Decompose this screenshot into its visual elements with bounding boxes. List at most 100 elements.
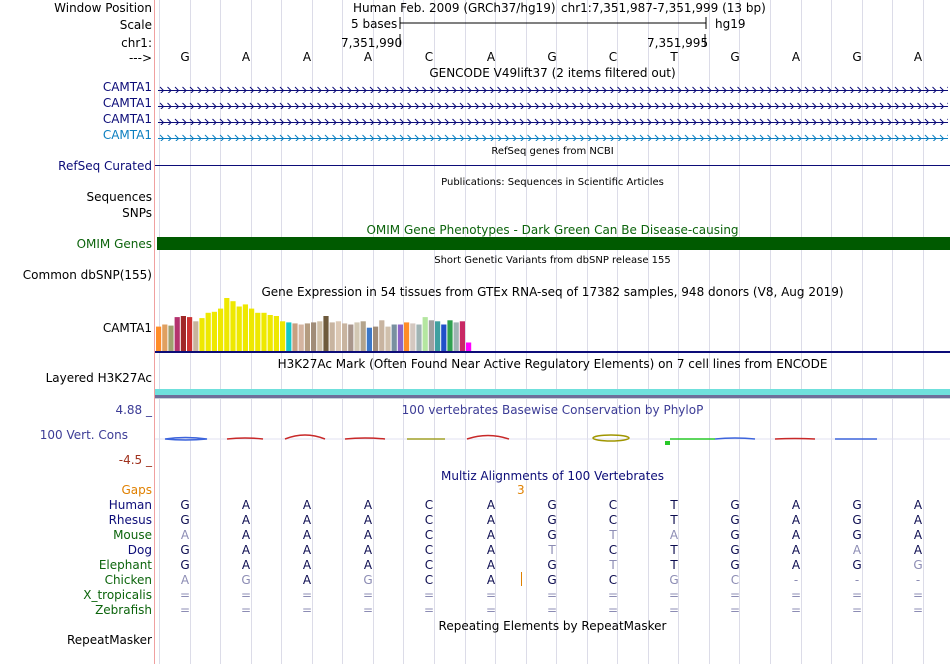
gene-model-line[interactable] <box>158 100 948 109</box>
publications-label[interactable]: Sequences <box>86 190 152 204</box>
gtex-tissue-bar[interactable] <box>168 325 174 351</box>
gtex-tissue-bar[interactable] <box>373 326 379 351</box>
gtex-tissue-bar[interactable] <box>379 320 385 351</box>
gtex-tissue-bar[interactable] <box>422 317 428 351</box>
alignment-base: = <box>240 603 252 617</box>
gtex-tissue-bar[interactable] <box>298 324 304 352</box>
gencode-track-label[interactable]: CAMTA1 <box>102 112 152 126</box>
h3k27ac-label[interactable]: Layered H3K27Ac <box>45 371 152 385</box>
gtex-tissue-bar[interactable] <box>354 322 360 351</box>
gtex-tissue-bar[interactable] <box>230 301 236 351</box>
gtex-tissue-bar[interactable] <box>459 321 465 351</box>
gtex-tissue-bar[interactable] <box>180 316 186 351</box>
gtex-tissue-bar[interactable] <box>205 312 211 351</box>
gtex-tissue-bar[interactable] <box>218 308 224 351</box>
gtex-tissue-bar[interactable] <box>199 318 205 351</box>
gtex-tissue-bar[interactable] <box>453 322 459 351</box>
gtex-tissue-bar[interactable] <box>317 321 323 351</box>
gtex-tissue-bar[interactable] <box>323 316 329 351</box>
gtex-tissue-bar[interactable] <box>391 324 397 352</box>
gtex-tissue-bar[interactable] <box>366 327 372 351</box>
gtex-tissue-bar[interactable] <box>435 321 441 351</box>
species-label[interactable]: Human <box>108 498 152 512</box>
gtex-tissue-bar[interactable] <box>335 321 341 351</box>
gtex-tissue-bar[interactable] <box>416 324 422 352</box>
species-label[interactable]: Mouse <box>113 528 152 542</box>
alignment-base: C <box>730 573 740 587</box>
dbsnp-label[interactable]: Common dbSNP(155) <box>22 268 152 282</box>
gtex-tissue-bar[interactable] <box>441 324 447 352</box>
h3k27ac-signal[interactable] <box>155 389 950 395</box>
gene-model-line[interactable] <box>158 132 948 141</box>
species-label[interactable]: Chicken <box>104 573 152 587</box>
gtex-tissue-bar[interactable] <box>410 323 416 351</box>
refseq-label[interactable]: RefSeq Curated <box>58 159 152 173</box>
gtex-tissue-bar[interactable] <box>156 326 162 351</box>
repeatmasker-label[interactable]: RepeatMasker <box>66 633 152 647</box>
gtex-tissue-bar[interactable] <box>348 324 354 352</box>
species-label[interactable]: Rhesus <box>108 513 152 527</box>
gtex-tissue-bar[interactable] <box>447 320 453 351</box>
gtex-tissue-bar[interactable] <box>342 323 348 351</box>
track-separator <box>155 398 950 399</box>
gtex-tissue-bar[interactable] <box>428 320 434 351</box>
alignment-base: = <box>607 588 619 602</box>
gtex-tissue-bar[interactable] <box>280 321 286 351</box>
chrom-label: chr1: <box>121 36 152 50</box>
alignment-base: = <box>790 603 802 617</box>
h3k27ac-title: H3K27Ac Mark (Often Found Near Active Re… <box>277 357 828 371</box>
snps-label[interactable]: SNPs <box>122 206 152 220</box>
alignment-base: T <box>609 558 617 572</box>
gtex-tissue-bar[interactable] <box>249 308 255 351</box>
gtex-tissue-bar[interactable] <box>261 312 267 351</box>
gtex-tissue-bar[interactable] <box>404 322 410 351</box>
omim-bar[interactable] <box>157 237 950 250</box>
gtex-tissue-bar[interactable] <box>273 316 279 351</box>
gtex-tissue-bar[interactable] <box>193 321 199 351</box>
gencode-track-label[interactable]: CAMTA1 <box>102 80 152 94</box>
gtex-tissue-bar[interactable] <box>224 298 230 351</box>
gtex-tissue-bar[interactable] <box>242 304 248 351</box>
omim-title: OMIM Gene Phenotypes - Dark Green Can Be… <box>366 223 739 237</box>
phylop-wiggle[interactable] <box>155 428 950 450</box>
species-label[interactable]: Elephant <box>98 558 152 572</box>
sequence-base: A <box>791 50 801 64</box>
gene-model-line[interactable] <box>158 84 948 93</box>
alignment-base: C <box>608 573 618 587</box>
gtex-tissue-bar[interactable] <box>311 322 317 351</box>
alignment-base: A <box>180 573 190 587</box>
gtex-tissue-bar[interactable] <box>162 324 168 352</box>
gtex-tissue-bar[interactable] <box>292 323 298 351</box>
gtex-tissue-bar[interactable] <box>236 306 242 352</box>
species-label[interactable]: Dog <box>127 543 152 557</box>
grid-line <box>465 0 466 664</box>
gtex-tissue-bar[interactable] <box>329 322 335 351</box>
gtex-tissue-bar[interactable] <box>255 312 261 351</box>
gencode-track-label[interactable]: CAMTA1 <box>102 96 152 110</box>
gtex-bar-chart[interactable] <box>155 298 950 354</box>
gtex-tissue-bar[interactable] <box>385 326 391 351</box>
species-label[interactable]: X_tropicalis <box>83 588 152 602</box>
gtex-tissue-bar[interactable] <box>286 322 292 351</box>
gtex-tissue-bar[interactable] <box>267 315 273 351</box>
gtex-tissue-bar[interactable] <box>466 342 472 352</box>
gtex-tissue-bar[interactable] <box>360 321 366 351</box>
gaps-label: Gaps <box>121 483 152 497</box>
species-label[interactable]: Zebrafish <box>95 603 152 617</box>
gene-model-line[interactable] <box>158 116 948 125</box>
gtex-tissue-bar[interactable] <box>211 311 217 351</box>
gtex-tissue-bar[interactable] <box>174 317 180 351</box>
alignment-base: A <box>486 528 496 542</box>
gtex-tissue-bar[interactable] <box>397 324 403 352</box>
omim-label[interactable]: OMIM Genes <box>76 237 152 251</box>
gtex-tissue-bar[interactable] <box>187 317 193 351</box>
alignment-base: C <box>424 558 434 572</box>
gtex-tissue-bar[interactable] <box>304 323 310 351</box>
alignment-base: A <box>913 528 923 542</box>
publications-caption: Publications: Sequences in Scientific Ar… <box>441 177 664 188</box>
gtex-label[interactable]: CAMTA1 <box>102 321 152 335</box>
phylop-label[interactable]: 100 Vert. Cons <box>39 428 128 442</box>
phylop-min: -4.5 _ <box>118 453 152 467</box>
gencode-track-label[interactable]: CAMTA1 <box>102 128 152 142</box>
alignment-base: G <box>547 513 557 527</box>
